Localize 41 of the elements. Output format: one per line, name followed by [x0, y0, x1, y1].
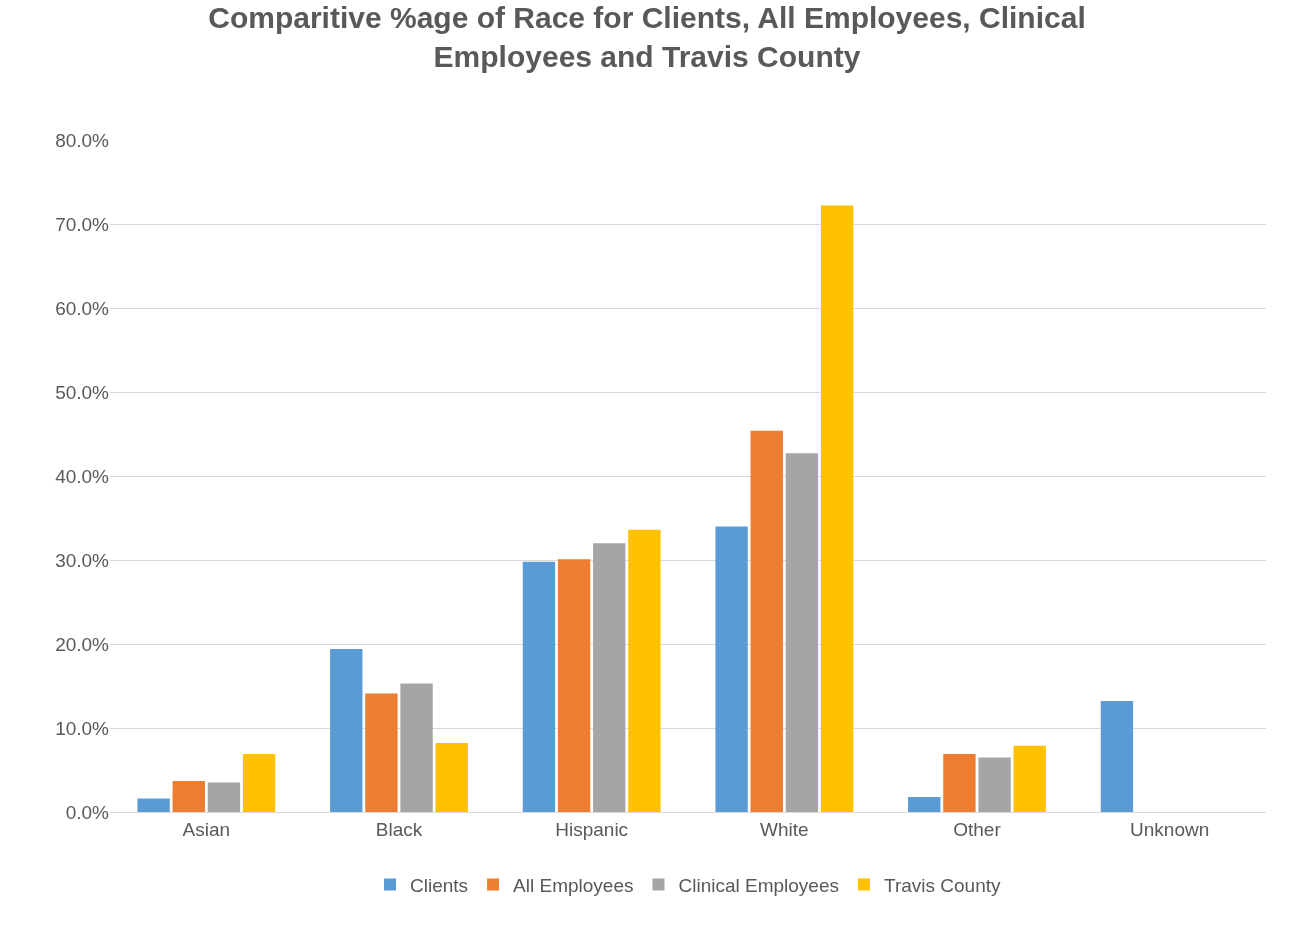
y-tick-label: 50.0% — [55, 381, 110, 403]
bar — [522, 561, 556, 812]
bar — [365, 693, 398, 812]
bar — [172, 780, 205, 812]
bar — [137, 798, 170, 812]
y-tick-label: 70.0% — [55, 213, 110, 235]
y-tick-label: 80.0% — [55, 129, 110, 151]
bar — [435, 743, 468, 812]
bar — [908, 796, 941, 812]
x-tick-label: White — [760, 818, 809, 840]
y-tick-label: 40.0% — [55, 465, 110, 487]
legend-label: Clinical Employees — [678, 875, 839, 897]
bar — [978, 757, 1011, 812]
bar — [943, 754, 976, 812]
y-tick-label: 20.0% — [55, 633, 110, 655]
y-tick-label: 30.0% — [55, 549, 110, 571]
bar — [1100, 701, 1134, 812]
legend-label: Clients — [410, 875, 469, 897]
bar — [820, 205, 854, 812]
chart-title: Comparitive %age of Race for Clients, All Employees, Clinical Employees and Travis County — [208, 0, 1086, 73]
legend-label: Travis County — [883, 875, 1001, 897]
bar — [400, 683, 433, 812]
bar — [785, 453, 819, 812]
bar — [593, 543, 626, 812]
bar — [1013, 745, 1046, 812]
bar — [750, 430, 783, 812]
bar — [557, 559, 591, 812]
y-tick-label: 0.0% — [65, 801, 110, 823]
x-tick-label: Hispanic — [555, 818, 629, 840]
x-tick-label: Black — [375, 818, 423, 840]
x-tick-label: Asian — [182, 818, 231, 840]
bar — [207, 782, 241, 812]
bar — [628, 529, 661, 812]
legend-label: All Employees — [513, 875, 634, 897]
x-tick-label: Unknown — [1130, 818, 1210, 840]
bar — [715, 526, 748, 812]
y-tick-label: 10.0% — [55, 717, 110, 739]
y-tick-label: 60.0% — [55, 297, 110, 319]
bar — [242, 754, 276, 812]
bar — [330, 649, 363, 812]
x-tick-label: Other — [953, 818, 1002, 840]
